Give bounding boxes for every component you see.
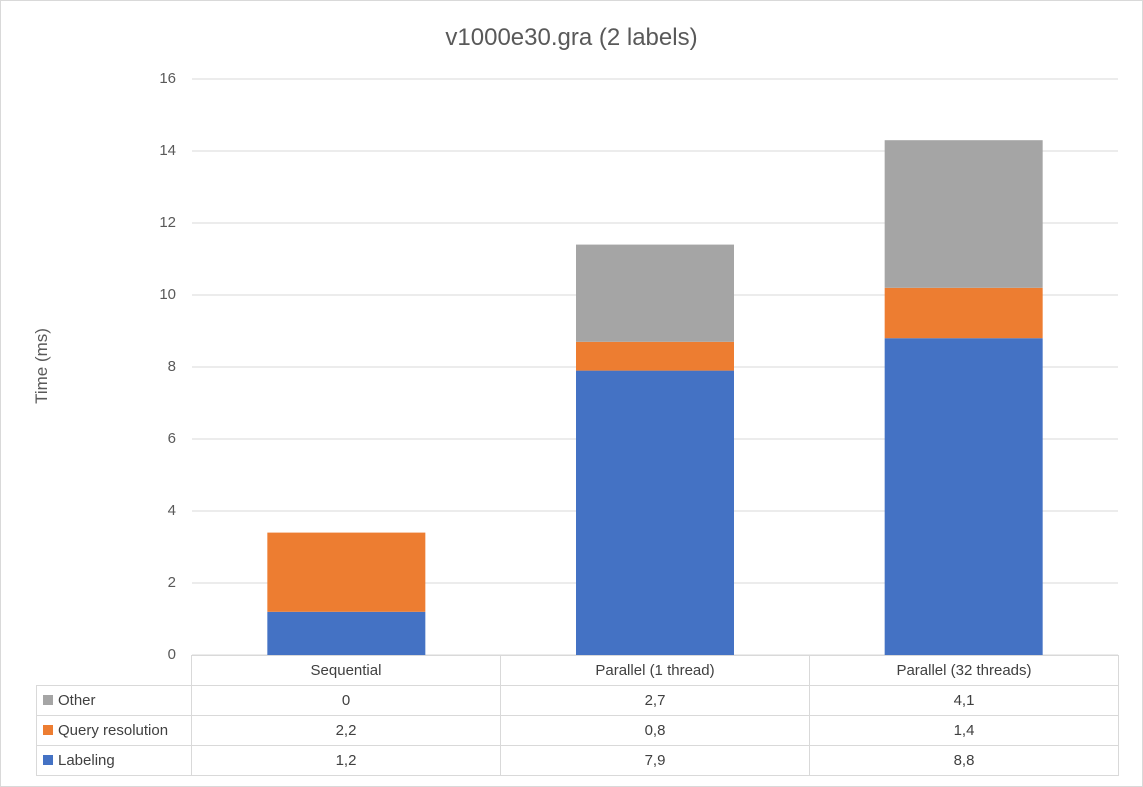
data-cell: 1,4 xyxy=(809,715,1119,746)
data-cell: 0 xyxy=(191,685,501,716)
data-cell: 2,2 xyxy=(191,715,501,746)
data-table-row-query-resolution: Query resolution 2,2 0,8 1,4 xyxy=(36,715,1119,746)
y-tick-label: 16 xyxy=(159,70,176,87)
legend-entry-query-resolution: Query resolution xyxy=(36,715,192,746)
bar-segment-query-resolution xyxy=(267,532,426,612)
data-cell: 0,8 xyxy=(500,715,810,746)
y-tick-label: 10 xyxy=(159,286,176,303)
data-cell: 7,9 xyxy=(500,745,810,776)
bar-segment-other xyxy=(884,140,1043,288)
category-label: Parallel (32 threads) xyxy=(809,655,1119,686)
y-tick-label: 12 xyxy=(159,214,176,231)
data-table: Sequential Parallel (1 thread) Parallel … xyxy=(36,655,1119,776)
legend-label: Other xyxy=(58,692,96,709)
data-cell: 4,1 xyxy=(809,685,1119,716)
legend-swatch-query-resolution xyxy=(43,725,53,735)
category-label: Parallel (1 thread) xyxy=(500,655,810,686)
y-tick-label: 4 xyxy=(167,502,176,519)
bars xyxy=(267,140,1043,655)
bar-segment-labeling xyxy=(267,611,426,655)
legend-swatch-labeling xyxy=(43,755,53,765)
y-tick-label: 0 xyxy=(167,646,176,663)
legend-entry-other: Other xyxy=(36,685,192,716)
data-cell: 1,2 xyxy=(191,745,501,776)
data-table-corner xyxy=(36,655,192,686)
chart-title: v1000e30.gra (2 labels) xyxy=(445,24,698,51)
category-label: Sequential xyxy=(191,655,501,686)
legend-label: Query resolution xyxy=(58,722,169,739)
bar-segment-labeling xyxy=(576,370,734,655)
data-table-row-other: Other 0 2,7 4,1 xyxy=(36,685,1119,716)
bar-segment-other xyxy=(576,244,734,342)
bar-segment-query-resolution xyxy=(576,341,734,371)
y-tick-label: 8 xyxy=(167,358,176,375)
y-tick-label: 2 xyxy=(167,574,176,591)
y-tick-label: 14 xyxy=(159,142,176,159)
y-tick-label: 6 xyxy=(167,430,176,447)
bar-segment-query-resolution xyxy=(884,287,1043,339)
data-table-row-labeling: Labeling 1,2 7,9 8,8 xyxy=(36,745,1119,776)
legend-swatch-other xyxy=(43,695,53,705)
legend-entry-labeling: Labeling xyxy=(36,745,192,776)
data-table-header-row: Sequential Parallel (1 thread) Parallel … xyxy=(36,655,1119,686)
bar-segment-labeling xyxy=(884,338,1043,655)
data-cell: 8,8 xyxy=(809,745,1119,776)
legend-label: Labeling xyxy=(58,752,115,769)
data-cell: 2,7 xyxy=(500,685,810,716)
